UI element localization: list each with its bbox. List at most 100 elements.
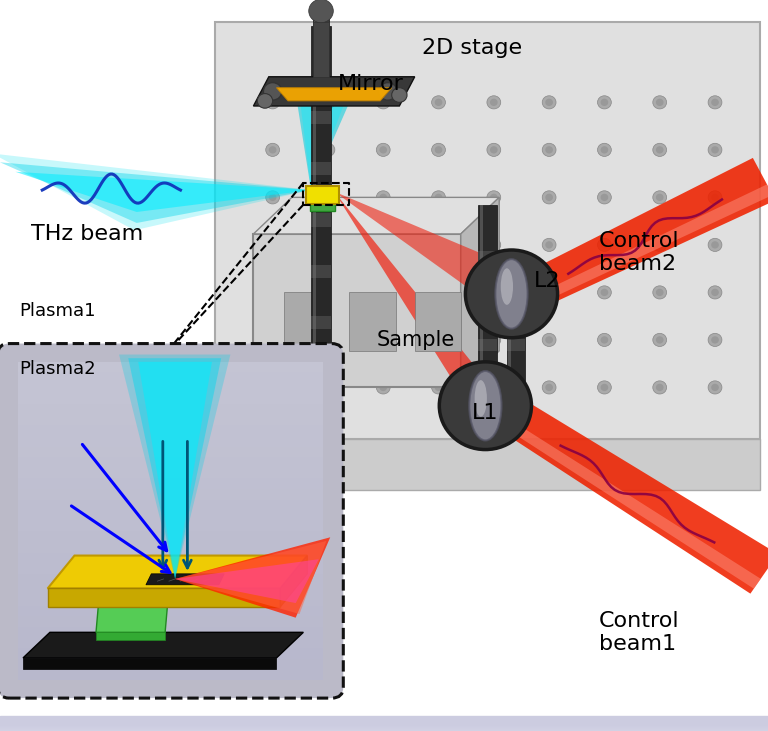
Circle shape xyxy=(432,381,445,394)
Bar xyxy=(0,721,768,729)
Bar xyxy=(18,616,323,627)
Polygon shape xyxy=(349,292,396,351)
Circle shape xyxy=(598,333,611,346)
Bar xyxy=(18,500,323,510)
Polygon shape xyxy=(311,162,331,175)
Bar xyxy=(18,553,323,563)
Circle shape xyxy=(653,333,667,346)
Polygon shape xyxy=(478,295,497,307)
Polygon shape xyxy=(280,556,307,607)
Bar xyxy=(0,717,768,724)
Bar xyxy=(18,468,323,479)
Polygon shape xyxy=(525,184,768,308)
Bar xyxy=(0,719,768,726)
Bar xyxy=(18,393,323,404)
Bar xyxy=(0,722,768,730)
Polygon shape xyxy=(253,197,499,234)
Text: Control
beam1: Control beam1 xyxy=(599,610,680,654)
Bar xyxy=(0,719,768,726)
Polygon shape xyxy=(334,192,486,433)
Bar xyxy=(0,719,768,726)
Circle shape xyxy=(321,238,335,251)
Circle shape xyxy=(656,289,664,296)
Circle shape xyxy=(263,83,282,100)
Circle shape xyxy=(653,191,667,204)
Circle shape xyxy=(490,241,498,249)
Circle shape xyxy=(324,146,332,154)
Bar xyxy=(0,719,768,727)
Polygon shape xyxy=(284,292,330,351)
Bar xyxy=(0,719,768,727)
Circle shape xyxy=(708,333,722,346)
Bar xyxy=(0,722,768,730)
Bar xyxy=(0,718,768,725)
Ellipse shape xyxy=(469,371,502,440)
Bar xyxy=(0,719,768,727)
Polygon shape xyxy=(15,172,311,212)
Circle shape xyxy=(490,289,498,296)
Bar xyxy=(0,716,768,724)
Bar xyxy=(0,724,768,731)
Circle shape xyxy=(656,194,664,201)
Bar xyxy=(0,721,768,729)
Bar xyxy=(0,719,768,727)
FancyBboxPatch shape xyxy=(0,344,343,698)
Circle shape xyxy=(545,241,553,249)
Polygon shape xyxy=(48,556,307,588)
Bar xyxy=(0,721,768,729)
Text: 2D stage: 2D stage xyxy=(422,37,522,58)
Bar xyxy=(0,720,768,727)
Circle shape xyxy=(487,333,501,346)
Circle shape xyxy=(487,96,501,109)
Bar xyxy=(0,722,768,730)
Circle shape xyxy=(435,146,442,154)
Bar xyxy=(0,716,768,724)
Circle shape xyxy=(432,238,445,251)
Circle shape xyxy=(321,191,335,204)
Circle shape xyxy=(656,241,664,249)
Bar xyxy=(0,723,768,730)
Ellipse shape xyxy=(495,260,528,329)
Polygon shape xyxy=(215,439,760,490)
Bar xyxy=(0,720,768,727)
Circle shape xyxy=(487,381,501,394)
Bar xyxy=(18,564,323,574)
Bar xyxy=(0,721,768,728)
Bar xyxy=(0,721,768,729)
Bar xyxy=(0,719,768,727)
Bar xyxy=(0,719,768,727)
Bar xyxy=(0,719,768,727)
Bar xyxy=(0,720,768,727)
Circle shape xyxy=(490,146,498,154)
Bar xyxy=(0,721,768,728)
Circle shape xyxy=(379,384,387,391)
Circle shape xyxy=(269,146,276,154)
Bar xyxy=(0,717,768,724)
Bar xyxy=(0,722,768,730)
Bar xyxy=(0,718,768,725)
Circle shape xyxy=(653,96,667,109)
Circle shape xyxy=(392,88,407,102)
Circle shape xyxy=(653,286,667,299)
Bar xyxy=(0,724,768,731)
Bar xyxy=(18,489,323,500)
Bar xyxy=(18,414,323,425)
Bar xyxy=(0,723,768,730)
Bar xyxy=(0,716,768,724)
Polygon shape xyxy=(138,362,212,579)
Bar xyxy=(18,458,323,468)
Bar xyxy=(306,186,339,204)
Circle shape xyxy=(708,286,722,299)
Ellipse shape xyxy=(475,380,487,417)
Circle shape xyxy=(542,96,556,109)
Circle shape xyxy=(435,289,442,296)
Bar xyxy=(0,720,768,727)
Circle shape xyxy=(656,146,664,154)
Bar xyxy=(0,717,768,724)
Polygon shape xyxy=(23,658,276,669)
Circle shape xyxy=(542,333,556,346)
Bar xyxy=(18,447,323,458)
Circle shape xyxy=(601,194,608,201)
Bar xyxy=(18,659,323,670)
Circle shape xyxy=(653,238,667,251)
